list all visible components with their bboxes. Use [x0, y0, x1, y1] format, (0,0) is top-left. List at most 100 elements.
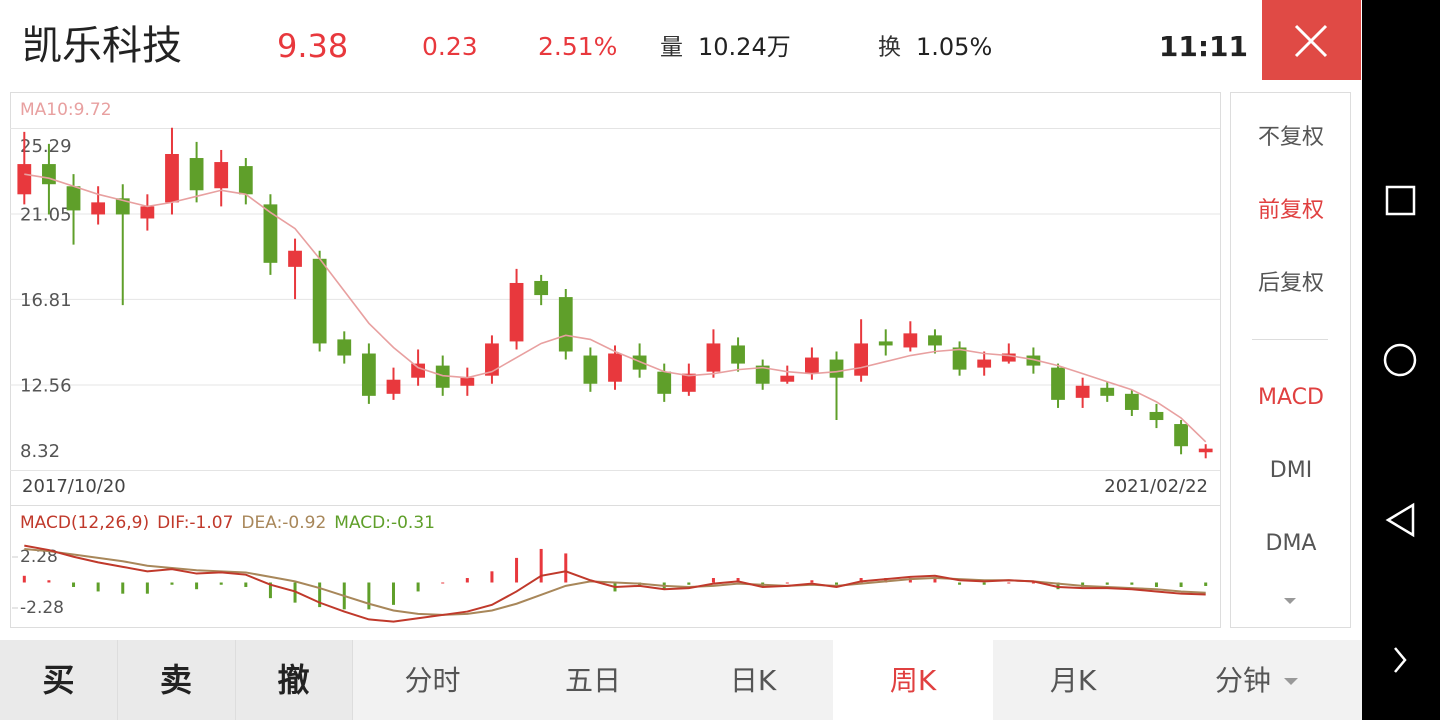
macd-bar — [490, 571, 494, 583]
candle-body — [411, 363, 425, 378]
macd-bar — [367, 582, 371, 610]
macd-legend: MACD(12,26,9) — [20, 513, 149, 533]
macd-bar — [318, 582, 322, 608]
candle-body — [1026, 355, 1041, 366]
recents-button[interactable] — [1385, 185, 1416, 216]
bottom-tab[interactable]: 月K — [1050, 664, 1097, 697]
candle-body — [17, 164, 32, 195]
side-menu-item[interactable]: 后复权 — [1258, 271, 1324, 296]
trade-buttons — [0, 640, 352, 720]
macd-bar — [810, 580, 814, 583]
macd-bar — [170, 582, 174, 585]
side-menu-item[interactable]: 前复权 — [1258, 198, 1324, 223]
candle-body — [608, 353, 622, 382]
bottom-tab[interactable]: 买 — [42, 661, 74, 699]
candle-body — [1075, 385, 1090, 398]
home-button[interactable] — [1383, 343, 1417, 377]
macd-bar — [736, 578, 740, 583]
turnover: 1.05% — [916, 33, 992, 61]
y-tick-label: 12.56 — [20, 376, 72, 397]
macd-bar — [1081, 582, 1085, 587]
price: 9.38 — [277, 27, 348, 65]
side-menu-item[interactable]: 不复权 — [1258, 125, 1324, 150]
candle-body — [42, 164, 56, 185]
candle-body — [140, 206, 155, 219]
macd-bar — [933, 578, 937, 583]
candle-body — [214, 162, 229, 189]
candle-body — [435, 365, 450, 388]
candle-body — [460, 377, 475, 386]
candle-body — [1124, 393, 1139, 410]
candle-body — [509, 282, 524, 342]
macd-bar — [391, 582, 395, 605]
macd-bar — [96, 582, 100, 592]
candle-body — [189, 158, 204, 191]
macd-bar — [982, 582, 986, 585]
macd-bar — [416, 582, 420, 592]
candle-body — [829, 359, 844, 378]
ma-legend: MA10:9.72 — [20, 100, 112, 120]
candle-body — [1100, 387, 1115, 396]
macd-bar — [711, 578, 715, 583]
candle-body — [558, 297, 573, 352]
candle-body — [165, 153, 179, 203]
macd-bar — [835, 582, 839, 585]
candle-body — [1001, 353, 1016, 362]
macd-legend: MACD:-0.31 — [334, 513, 435, 533]
macd-bar — [1031, 582, 1035, 584]
bottom-tab[interactable]: 分钟 — [1215, 664, 1271, 697]
macd-bar — [859, 578, 863, 583]
macd-bar — [72, 582, 76, 587]
dif-line — [24, 544, 1206, 623]
side-menu-item[interactable]: MACD — [1258, 385, 1324, 410]
macd-bar — [219, 582, 223, 585]
expand-button[interactable] — [1394, 647, 1407, 673]
more-arrow[interactable] — [1284, 598, 1296, 604]
macd-bar — [22, 575, 26, 583]
candle-body — [534, 280, 549, 296]
candle-body — [928, 335, 942, 346]
candle-body — [288, 250, 302, 267]
back-button[interactable] — [1385, 502, 1415, 538]
time: 11:11 — [1159, 30, 1248, 63]
side-menu-item[interactable]: DMA — [1266, 531, 1317, 556]
candle-body — [91, 202, 106, 215]
macd-bar — [1204, 582, 1208, 586]
candle-body — [952, 347, 967, 370]
bottom-tab[interactable]: 周K — [890, 664, 937, 697]
macd-legend: DEA:-0.92 — [241, 513, 326, 533]
candle-body — [632, 355, 647, 370]
macd-bar — [908, 578, 912, 583]
side-menu-frame — [1230, 92, 1351, 628]
candle-body — [780, 375, 795, 382]
dropdown-arrow[interactable] — [1284, 678, 1298, 685]
y-tick-label: 25.29 — [20, 136, 72, 157]
bottom-tab[interactable]: 分时 — [404, 664, 460, 697]
candle-body — [854, 343, 869, 376]
macd-bar — [1105, 582, 1109, 585]
close-icon — [1294, 24, 1328, 58]
change: 0.23 — [422, 32, 478, 61]
bottom-tab[interactable]: 五日 — [565, 664, 621, 697]
candle-body — [386, 379, 401, 394]
x-tick-label: 2017/10/20 — [22, 476, 126, 497]
candle-body — [1198, 448, 1213, 453]
candle-body — [755, 365, 770, 384]
candle-body — [903, 333, 918, 348]
y-tick-label: 21.05 — [20, 204, 72, 225]
nav-bar — [1362, 0, 1440, 720]
macd-bar — [539, 548, 543, 583]
macd-bar — [1056, 582, 1060, 590]
bottom-tab[interactable]: 卖 — [160, 661, 192, 699]
bottom-tab[interactable]: 撤 — [277, 661, 309, 699]
y-tick-label: 16.81 — [20, 290, 72, 311]
bottom-tab[interactable]: 日K — [730, 664, 777, 697]
macd-bar — [47, 580, 51, 583]
macd-bar — [884, 578, 888, 583]
macd-legend: DIF:-1.07 — [157, 513, 233, 533]
macd-bar — [145, 582, 149, 594]
side-menu-item[interactable]: DMI — [1270, 458, 1312, 483]
chart-frame — [10, 92, 1221, 628]
candle-body — [485, 343, 499, 376]
